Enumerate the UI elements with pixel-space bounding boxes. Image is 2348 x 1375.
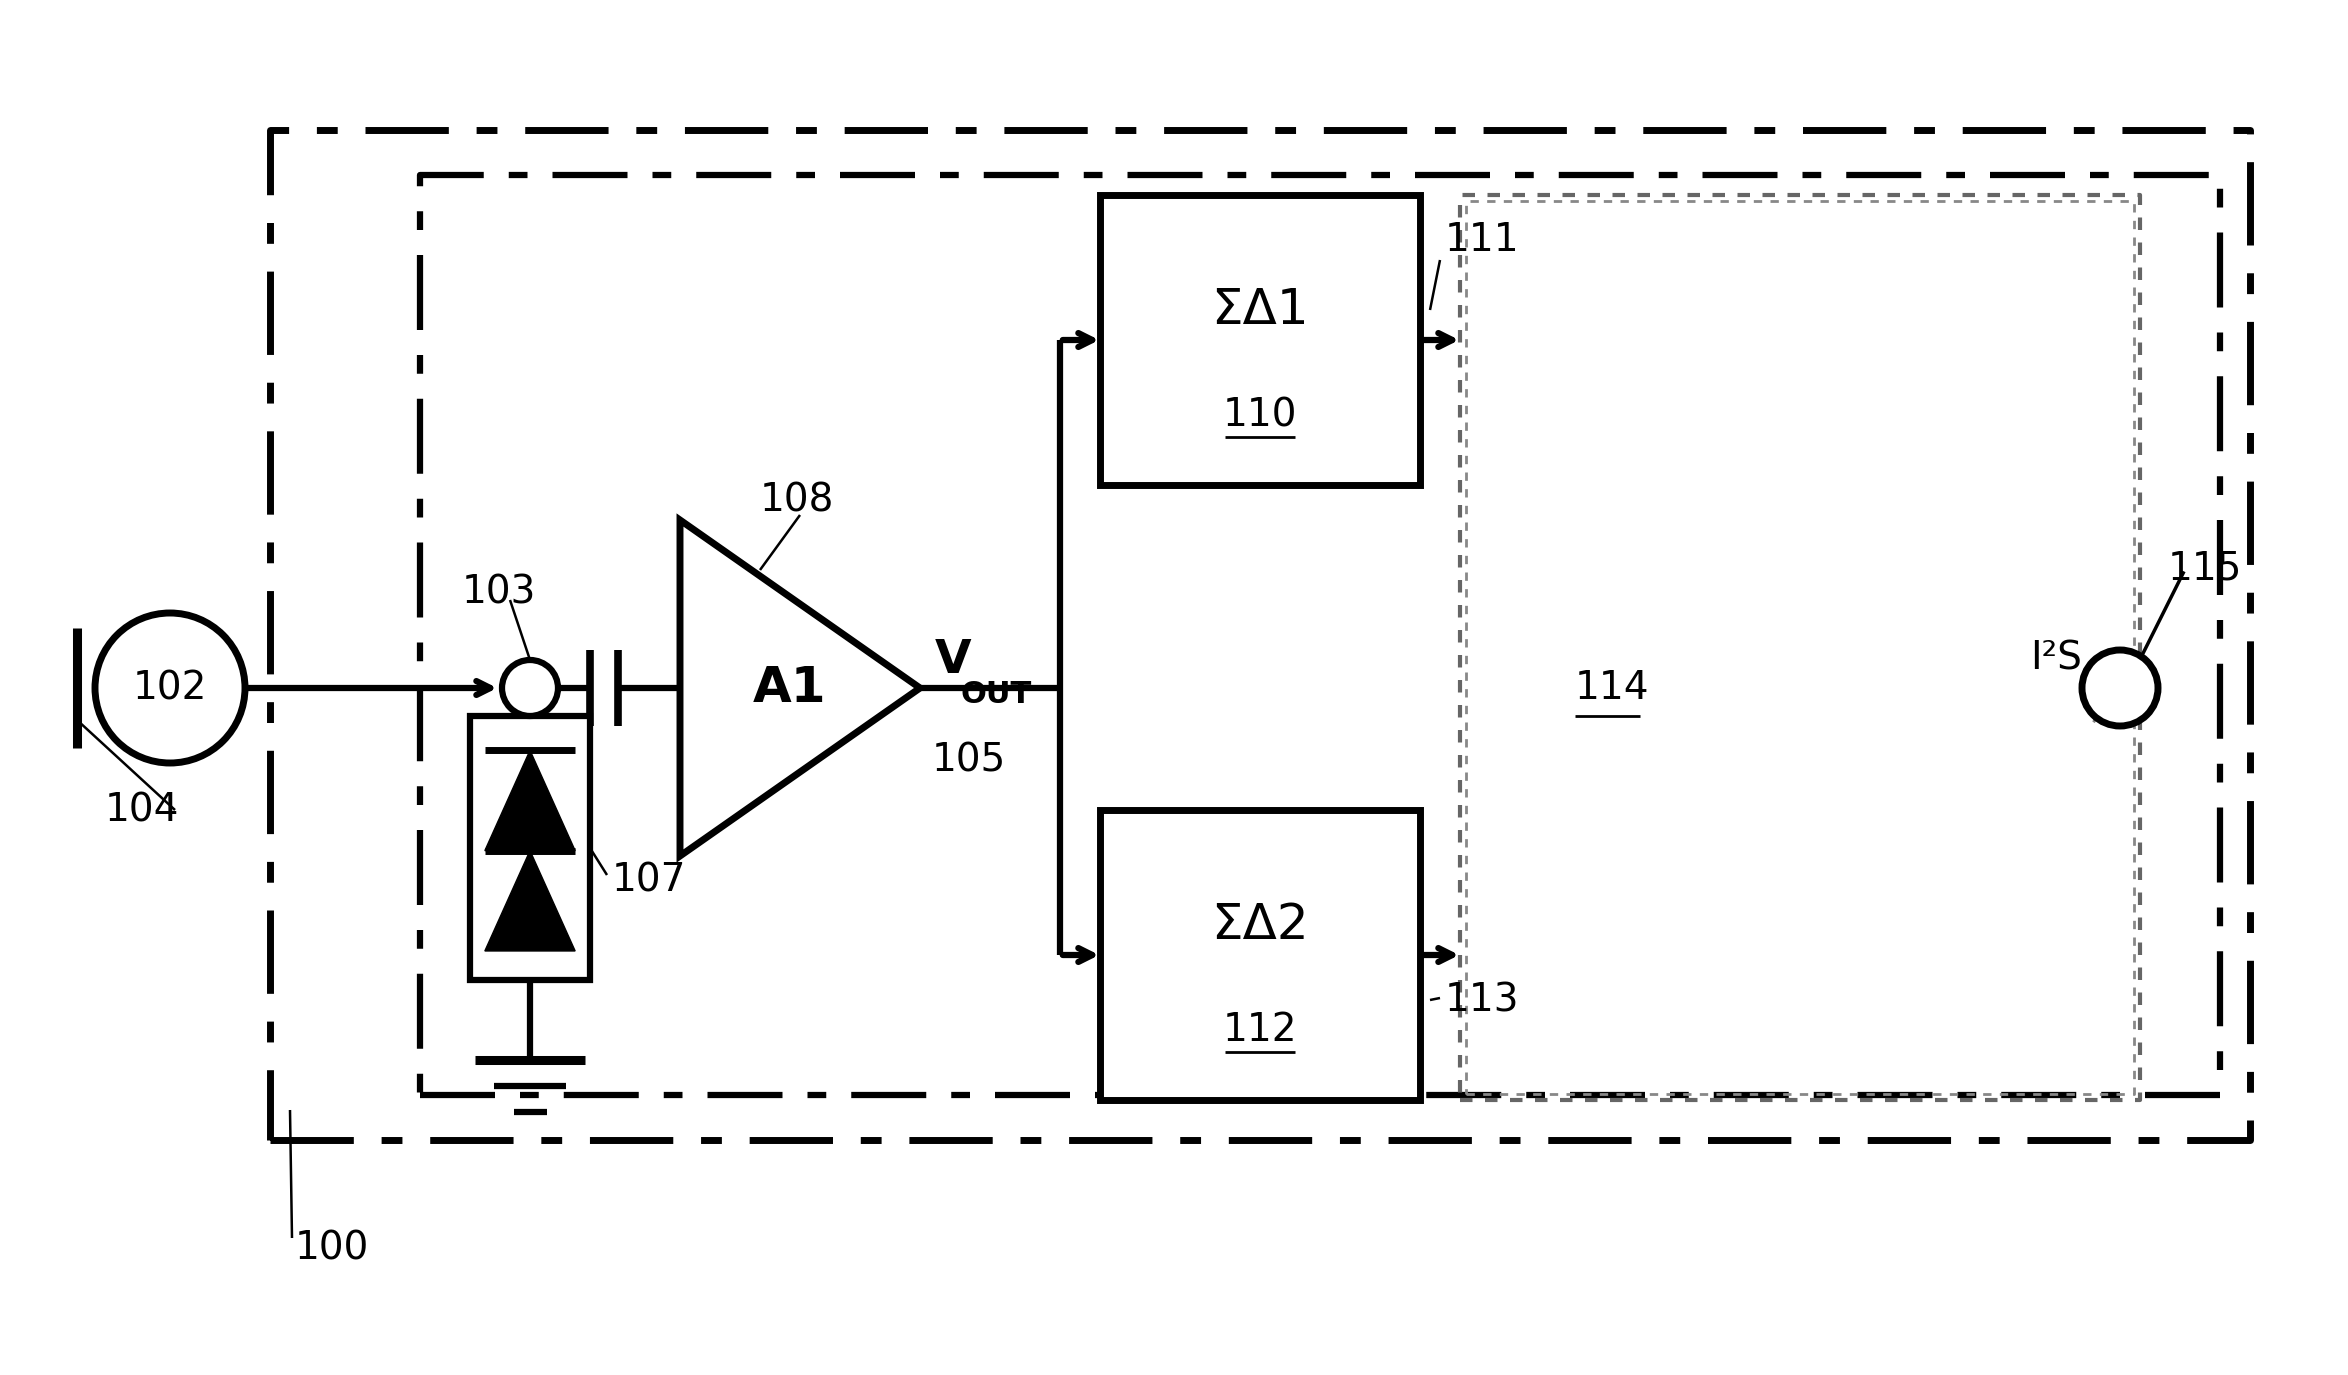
Text: A1: A1	[754, 664, 826, 712]
Text: 112: 112	[1223, 1011, 1296, 1049]
Text: V: V	[935, 638, 972, 682]
Text: ΣΔ2: ΣΔ2	[1212, 901, 1308, 949]
Bar	[470, 716, 589, 980]
Bar	[1099, 195, 1421, 485]
Circle shape	[502, 660, 559, 716]
Text: I²S: I²S	[2031, 639, 2083, 676]
Text: 113: 113	[1444, 980, 1519, 1019]
Text: 107: 107	[613, 861, 686, 899]
Text: 111: 111	[1444, 221, 1519, 258]
Text: 108: 108	[761, 481, 834, 518]
Text: 114: 114	[1576, 670, 1651, 707]
Polygon shape	[484, 751, 575, 851]
Text: ΣΔ1: ΣΔ1	[1212, 286, 1308, 334]
Text: 100: 100	[296, 1229, 369, 1266]
Polygon shape	[681, 520, 920, 857]
Bar	[1099, 810, 1421, 1100]
Text: 105: 105	[932, 741, 1007, 780]
Text: 110: 110	[1223, 396, 1296, 434]
Text: OUT: OUT	[960, 681, 1031, 710]
Polygon shape	[484, 851, 575, 952]
Text: 104: 104	[106, 791, 178, 829]
Text: 102: 102	[134, 670, 207, 707]
Circle shape	[2083, 650, 2158, 726]
Text: 103: 103	[463, 573, 535, 610]
Text: 115: 115	[2167, 549, 2242, 587]
